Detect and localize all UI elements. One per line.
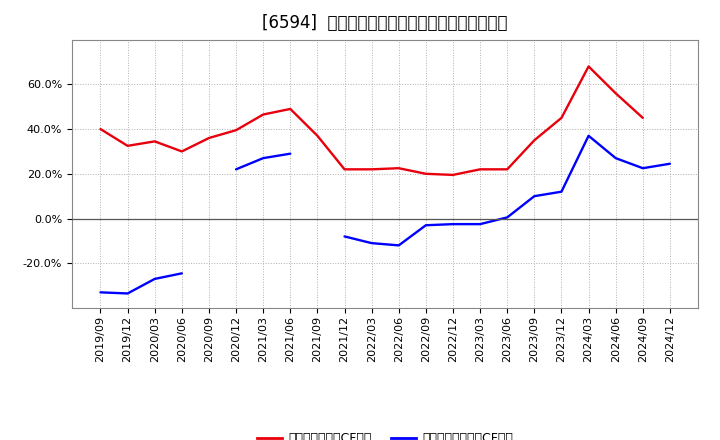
Title: [6594]  有利子負債キャッシュフロー比率の推移: [6594] 有利子負債キャッシュフロー比率の推移 — [263, 15, 508, 33]
Legend: 有利子負債営業CF比率, 有利子負債フリーCF比率: 有利子負債営業CF比率, 有利子負債フリーCF比率 — [253, 427, 518, 440]
